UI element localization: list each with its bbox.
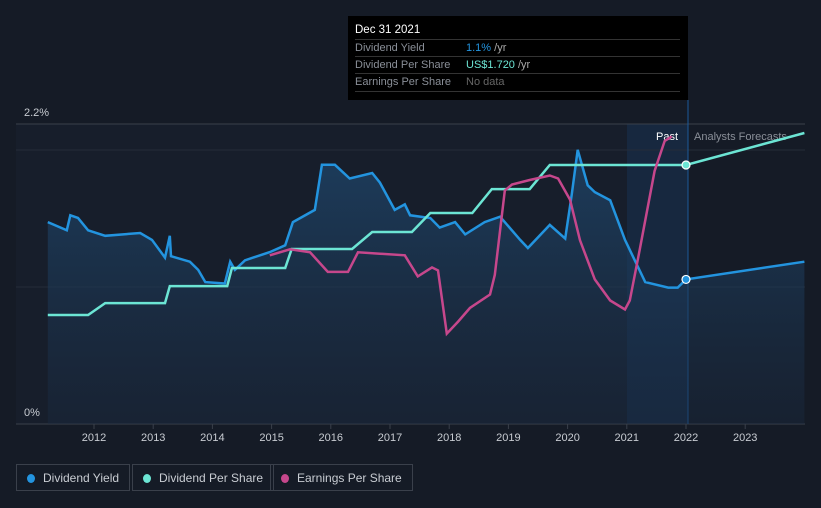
y-tick-bottom: 0% [24,407,40,419]
tooltip-unit: /yr [494,42,507,54]
x-tick-label: 2019 [496,432,520,444]
tooltip-value: 1.1% [466,42,492,54]
tooltip-label: Earnings Per Share [355,76,451,88]
x-tick-label: 2022 [674,432,698,444]
legend-earnings-per-share[interactable]: Earnings Per Share [270,464,413,491]
legend-dividend-yield[interactable]: Dividend Yield [16,464,131,491]
legend-dot-icon [143,474,151,483]
legend-label: Earnings Per Share [297,471,402,485]
x-tick-label: 2015 [259,432,283,444]
x-tick-label: 2013 [141,432,165,444]
legend-label: Dividend Per Share [159,471,264,485]
tooltip-row-dps: Dividend Per Share US$1.720 /yr [355,56,680,74]
legend-label: Dividend Yield [43,471,120,485]
tooltip-label: Dividend Yield [355,42,425,54]
x-tick-label: 2012 [82,432,106,444]
past-label: Past [656,131,678,143]
x-tick-label: 2014 [200,432,224,444]
legend-dividend-per-share[interactable]: Dividend Per Share [132,464,275,491]
tooltip-date: Dec 31 2021 [355,24,421,36]
tooltip-value: No data [466,76,505,88]
x-tick-label: 2020 [555,432,579,444]
tooltip: Dec 31 2021 Dividend Yield 1.1% /yr Divid… [348,16,688,100]
x-tick-label: 2016 [319,432,343,444]
legend-dot-icon [27,474,35,483]
x-tick-label: 2021 [615,432,639,444]
dividend-yield-area [47,149,805,425]
dividend-per-share-marker [681,160,691,170]
legend-dot-icon [281,474,289,483]
tooltip-row-eps: Earnings Per Share No data [355,73,680,92]
tooltip-value: US$1.720 [466,59,515,71]
tooltip-label: Dividend Per Share [355,59,451,71]
x-tick-label: 2017 [378,432,402,444]
x-tick-label: 2018 [437,432,461,444]
dividend-yield-marker [681,274,691,285]
x-tick-label: 2023 [733,432,757,444]
tooltip-unit: /yr [518,59,531,71]
dividend-per-share-line [47,131,805,317]
tooltip-row-yield: Dividend Yield 1.1% /yr [355,39,680,57]
dividend-yield-line [47,149,805,289]
earnings-per-share-line [269,135,673,337]
forecast-label: Analysts Forecasts [694,131,787,143]
y-tick-top: 2.2% [24,107,49,119]
